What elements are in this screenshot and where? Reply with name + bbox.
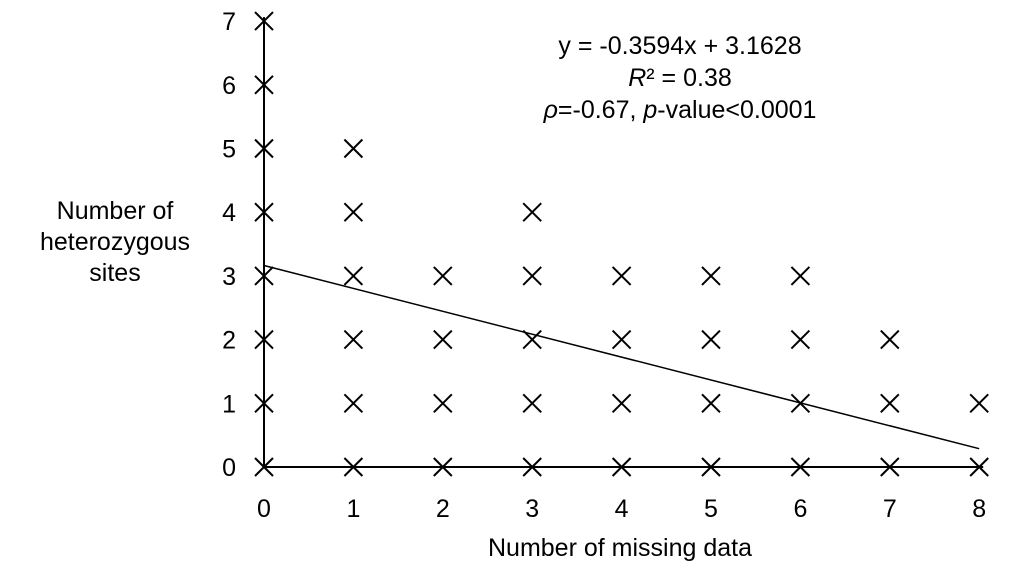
rho-value: =-0.67, bbox=[558, 96, 643, 124]
x-tick-label: 3 bbox=[525, 495, 539, 523]
y-axis-label-line-3: sites bbox=[4, 258, 226, 289]
regression-annotation: y = -0.3594x + 3.1628 R² = 0.38 ρ=-0.67,… bbox=[455, 30, 905, 126]
data-point bbox=[970, 394, 988, 412]
x-axis-label: Number of missing data bbox=[430, 533, 810, 564]
data-point bbox=[791, 331, 809, 349]
x-tick-label: 0 bbox=[257, 495, 271, 523]
rho-symbol: ρ bbox=[544, 96, 558, 124]
r-squared-symbol: R bbox=[628, 64, 646, 92]
x-tick-label: 6 bbox=[793, 495, 807, 523]
data-point bbox=[344, 203, 362, 221]
y-tick-label: 6 bbox=[222, 72, 236, 100]
data-point bbox=[791, 394, 809, 412]
p-value: -value<0.0001 bbox=[657, 96, 816, 124]
data-point bbox=[613, 267, 631, 285]
data-point bbox=[702, 394, 720, 412]
x-tick-label: 7 bbox=[883, 495, 897, 523]
data-point bbox=[881, 331, 899, 349]
equation-text: y = -0.3594x + 3.1628 bbox=[455, 30, 905, 62]
data-point bbox=[434, 331, 452, 349]
data-point bbox=[523, 267, 541, 285]
y-tick-label: 5 bbox=[222, 136, 236, 164]
data-point bbox=[523, 331, 541, 349]
data-point bbox=[344, 267, 362, 285]
trendline bbox=[264, 266, 979, 449]
data-point bbox=[613, 394, 631, 412]
data-point bbox=[523, 394, 541, 412]
p-symbol: p bbox=[643, 96, 657, 124]
data-point bbox=[702, 267, 720, 285]
data-point bbox=[613, 331, 631, 349]
y-axis-label: Number of heterozygous sites bbox=[4, 196, 226, 289]
x-tick-label: 5 bbox=[704, 495, 718, 523]
x-tick-label: 4 bbox=[615, 495, 629, 523]
y-tick-label: 7 bbox=[222, 8, 236, 36]
y-axis-label-line-1: Number of bbox=[4, 196, 226, 227]
x-tick-label: 1 bbox=[346, 495, 360, 523]
data-point bbox=[344, 140, 362, 158]
r-squared-text: R² = 0.38 bbox=[455, 62, 905, 94]
r-squared-value: ² = 0.38 bbox=[646, 64, 731, 92]
correlation-text: ρ=-0.67, p-value<0.0001 bbox=[455, 94, 905, 126]
data-point bbox=[881, 394, 899, 412]
data-point bbox=[434, 394, 452, 412]
data-point bbox=[344, 331, 362, 349]
y-tick-label: 1 bbox=[222, 390, 236, 418]
data-point bbox=[702, 331, 720, 349]
data-point bbox=[523, 203, 541, 221]
x-tick-label: 2 bbox=[436, 495, 450, 523]
y-axis-label-line-2: heterozygous bbox=[4, 227, 226, 258]
data-point bbox=[434, 267, 452, 285]
data-point bbox=[344, 394, 362, 412]
x-tick-label: 8 bbox=[972, 495, 986, 523]
y-tick-label: 0 bbox=[222, 454, 236, 482]
data-point bbox=[791, 267, 809, 285]
y-tick-label: 2 bbox=[222, 327, 236, 355]
trendline-group bbox=[264, 266, 979, 449]
